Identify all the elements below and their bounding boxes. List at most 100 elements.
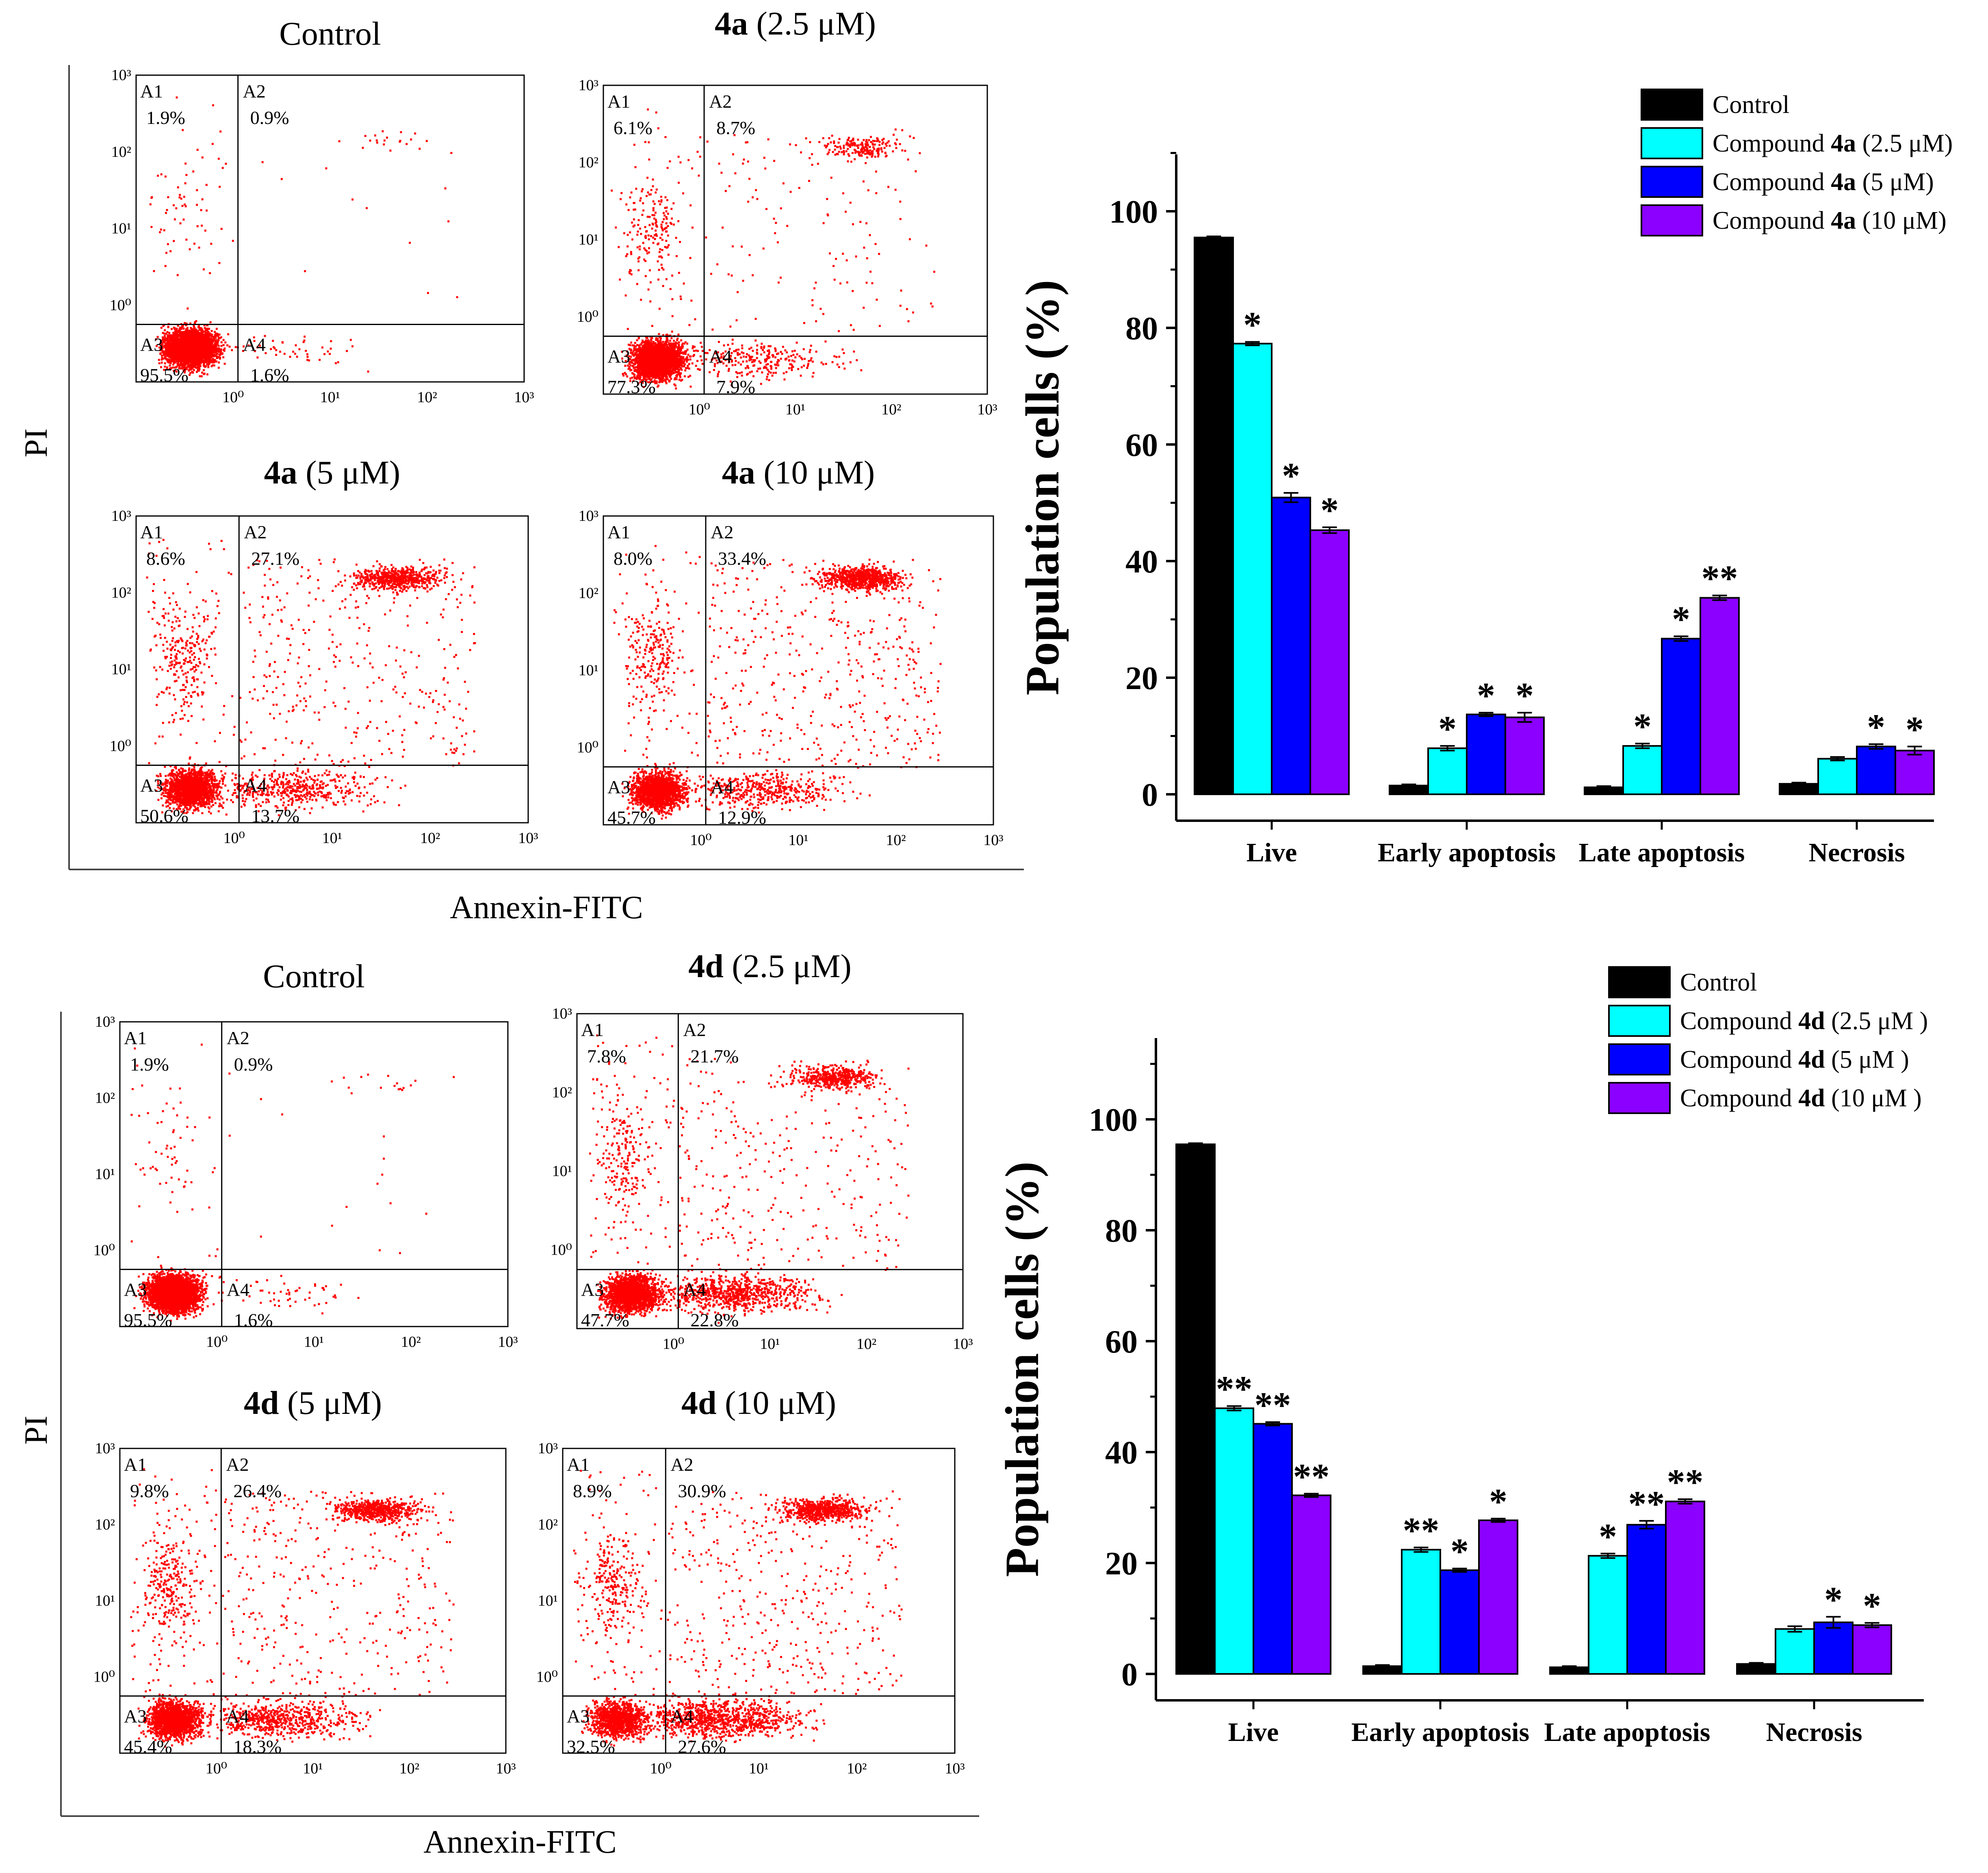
scatter-point (198, 332, 201, 334)
scatter-point (217, 341, 219, 344)
scatter-point (164, 335, 166, 337)
scatter-point (166, 368, 168, 370)
scatter-point (207, 366, 210, 369)
scatter-point (201, 339, 203, 341)
scatter-point (205, 327, 208, 330)
scatter-point (216, 343, 218, 345)
scatter-point (205, 345, 207, 347)
scatter-point (450, 152, 453, 154)
scatter-point (169, 343, 172, 346)
scatter-point (169, 360, 172, 362)
scatter-point (159, 349, 162, 351)
pi-axis-label: PI (18, 428, 54, 457)
scatter-point (161, 345, 163, 347)
scatter-point (172, 335, 174, 337)
scatter-point (202, 357, 204, 359)
scatter-point (212, 104, 214, 106)
scatter-point (447, 220, 450, 223)
scatter-point (193, 243, 196, 245)
scatter-point (383, 143, 385, 145)
scatter-point (184, 339, 186, 341)
scatter-point (204, 327, 206, 329)
scatter-point (169, 334, 171, 336)
scatter-point (189, 322, 191, 325)
scatter-point (176, 332, 178, 335)
scatter-point (220, 336, 222, 338)
scatter-point (163, 354, 165, 356)
scatter-point (199, 333, 201, 336)
scatter-point (329, 353, 331, 355)
scatter-point (167, 243, 169, 245)
scatter-point (184, 203, 186, 206)
scatter-point (220, 341, 223, 343)
scatter-point (176, 351, 178, 353)
scatter-point (196, 352, 198, 354)
scatter-point (270, 348, 272, 350)
scatter-point (172, 332, 175, 334)
scatter-point (167, 196, 169, 198)
scatter-point (349, 339, 352, 341)
scatter-point (209, 272, 211, 274)
scatter-point (165, 251, 167, 254)
scatter-point (200, 375, 203, 377)
scatter-point (193, 369, 195, 371)
scatter-point (405, 143, 408, 145)
scatter-point (655, 380, 658, 383)
scatter-point (217, 333, 219, 336)
scatter-point (161, 357, 163, 359)
scatter-point (196, 189, 198, 191)
scatter-point (172, 363, 174, 366)
y-tick-label: 10¹ (111, 220, 131, 237)
scatter-point (211, 338, 214, 340)
scatter-point (173, 240, 175, 242)
scatter-point (189, 358, 191, 361)
scatter-point (289, 356, 291, 358)
scatter-point (169, 250, 172, 252)
scatter-point (212, 364, 214, 366)
scatter-point (669, 340, 671, 342)
scatter-point (164, 329, 166, 332)
scatter-point (203, 324, 206, 327)
scatter-point (283, 353, 286, 355)
scatter-point (305, 350, 307, 352)
scatter-point (323, 353, 326, 356)
scatter-point (176, 360, 178, 362)
scatter-point (223, 362, 226, 365)
scatter-point (163, 369, 165, 371)
scatter-point (197, 354, 199, 357)
scatter-point (199, 328, 201, 331)
scatter-point (630, 341, 632, 344)
scatter-point (220, 345, 223, 347)
scatter-point (369, 139, 371, 142)
scatter-point (216, 357, 218, 359)
scatter-point (215, 327, 218, 330)
scatter-point (184, 163, 187, 165)
scatter-point (183, 334, 185, 337)
scatter-point (213, 353, 215, 356)
scatter-point (195, 335, 197, 338)
scatter-point (163, 229, 165, 232)
scatter-point (409, 242, 411, 244)
scatter-point (166, 331, 169, 333)
scatter-point (215, 333, 217, 335)
scatter-point (189, 374, 191, 376)
scatter-point (197, 333, 199, 336)
scatter-point (174, 356, 176, 359)
scatter-point (158, 359, 160, 361)
scatter-point (216, 353, 219, 355)
scatter-point (207, 341, 210, 344)
scatter-point (174, 369, 176, 372)
scatter-point (425, 140, 428, 142)
scatter-point (190, 340, 193, 343)
scatter-point (198, 346, 200, 348)
scatter-point (335, 362, 337, 364)
scatter-point (366, 207, 368, 209)
scatter-point (207, 327, 209, 330)
scatter-point (164, 357, 166, 360)
scatter-point (165, 352, 167, 354)
scatter-point (151, 196, 153, 198)
scatter-point (193, 359, 195, 361)
scatter-point (456, 296, 458, 298)
scatter-point (205, 361, 208, 363)
scatter-point (179, 326, 181, 329)
